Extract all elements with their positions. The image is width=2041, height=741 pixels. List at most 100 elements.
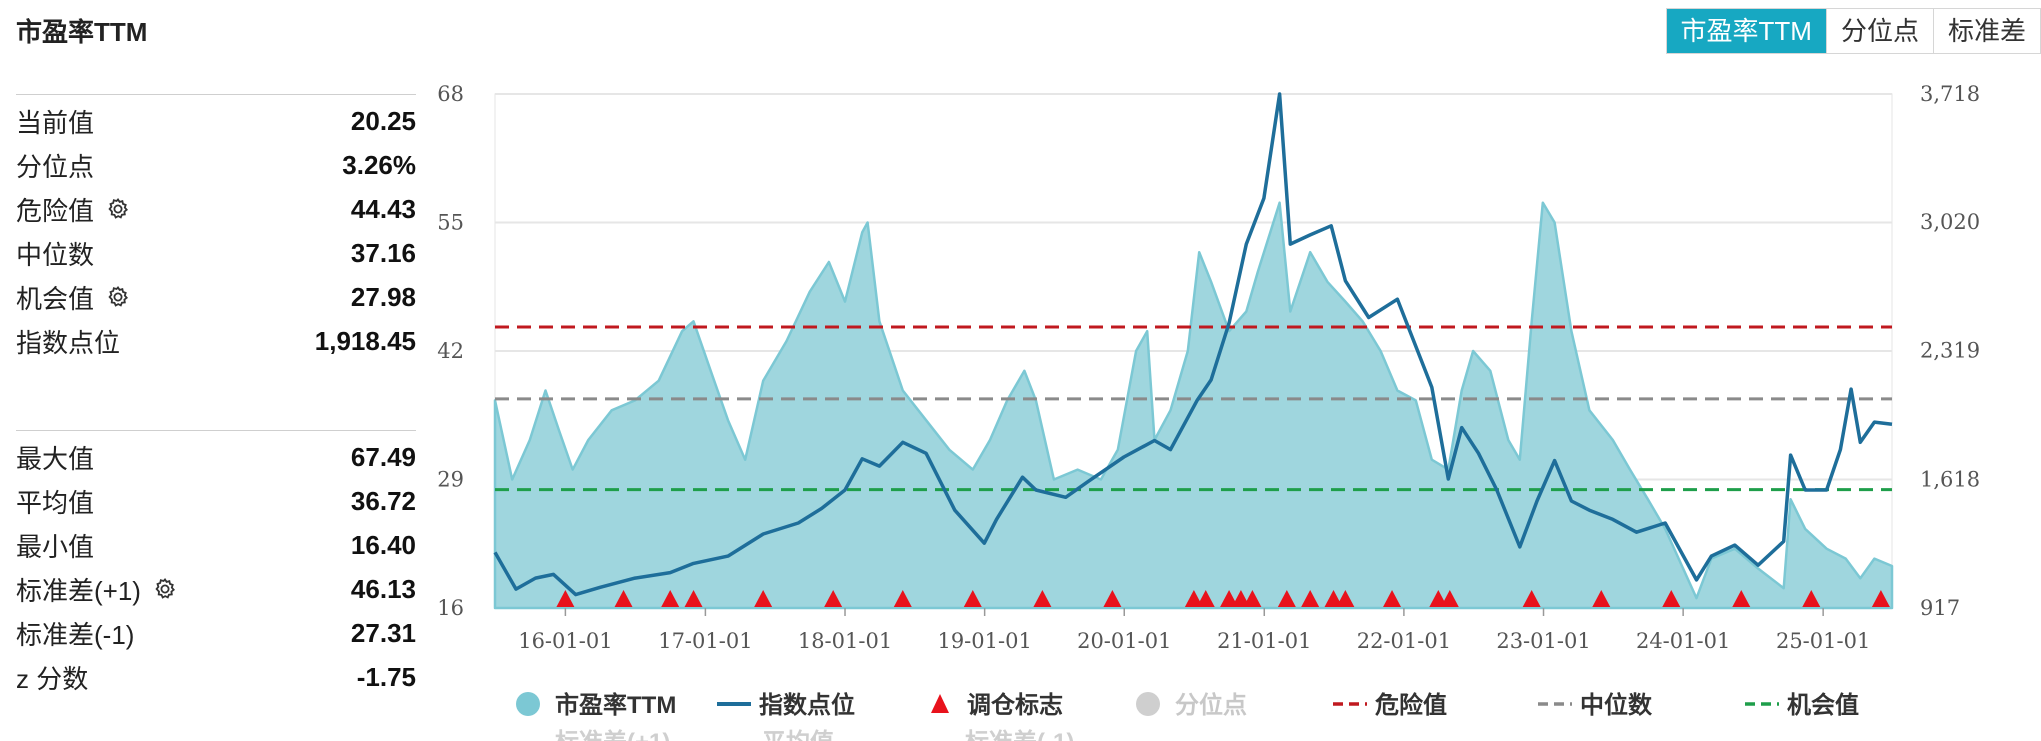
tab-percentile[interactable]: 分位点 xyxy=(1825,9,1933,53)
stat-value: 27.31 xyxy=(350,617,416,648)
stats-panel-summary: 最大值 67.49 平均值 36.72 最小值 16.40 标准差(+1) 46.13 标准差(… xyxy=(16,430,416,699)
stat-label-text: z 分数 xyxy=(16,663,89,694)
legend-label: 调仓标志 xyxy=(967,691,1063,719)
rebalance-marker xyxy=(1301,590,1320,607)
stat-row: 平均值 36.72 xyxy=(16,479,416,523)
y-right-tick-label: 3,718 xyxy=(1920,82,1980,106)
rebalance-marker xyxy=(684,590,703,607)
stat-label: 指数点位 xyxy=(16,323,120,360)
stat-row: 当前值 20.25 xyxy=(16,99,416,143)
stat-label-text: 危险值 xyxy=(16,195,95,226)
stat-row: 分位点 3.26% xyxy=(16,143,416,187)
legend-item[interactable]: 机会值 xyxy=(1745,691,1859,719)
legend-item[interactable]: 指数点位 xyxy=(717,691,855,719)
stat-row: z 分数 -1.75 xyxy=(16,655,416,699)
rebalance-marker xyxy=(1429,590,1448,607)
legend-label-hidden: 标准差(+1) xyxy=(555,728,670,741)
stat-label: 平均值 xyxy=(16,483,94,520)
legend-circle-icon xyxy=(516,692,540,716)
stat-row: 指数点位 1,918.45 xyxy=(16,319,416,363)
stat-label: 分位点 xyxy=(16,147,94,184)
rebalance-marker xyxy=(1440,590,1459,607)
stat-label-text: 指数点位 xyxy=(16,327,121,358)
stat-value: 27.98 xyxy=(350,281,416,312)
y-left-tick-label: 29 xyxy=(437,468,464,492)
stat-value: -1.75 xyxy=(356,661,416,692)
stat-label: 标准差(-1) xyxy=(16,615,134,652)
legend-label: 中位数 xyxy=(1580,691,1653,719)
stat-value: 36.72 xyxy=(350,485,416,516)
stat-value: 20.25 xyxy=(350,105,416,136)
rebalance-marker xyxy=(1662,590,1681,607)
x-tick-label: 16-01-01 xyxy=(518,629,612,653)
stat-value: 1,918.45 xyxy=(314,325,416,356)
rebalance-marker xyxy=(1383,590,1402,607)
stat-label-text: 最大值 xyxy=(16,443,95,474)
rebalance-marker xyxy=(754,590,773,607)
rebalance-marker xyxy=(1231,590,1250,607)
stat-value: 3.26% xyxy=(342,149,416,180)
rebalance-marker xyxy=(1324,590,1343,607)
stat-value: 46.13 xyxy=(350,573,416,604)
stat-row: 中位数 37.16 xyxy=(16,231,416,275)
gear-icon[interactable] xyxy=(106,285,130,309)
legend-item[interactable]: 市盈率TTM xyxy=(516,691,676,719)
legend-item[interactable]: 调仓标志 xyxy=(931,691,1063,719)
stat-label-text: 标准差(-1) xyxy=(16,619,135,650)
stat-label: 当前值 xyxy=(16,103,94,140)
legend-label: 分位点 xyxy=(1175,691,1247,719)
stat-label-text: 当前值 xyxy=(16,107,95,138)
rebalance-marker xyxy=(661,590,680,607)
stat-label-text: 平均值 xyxy=(16,487,95,518)
x-tick-label: 21-01-01 xyxy=(1217,629,1311,653)
index-line xyxy=(493,92,1893,597)
stat-row: 机会值 27.98 xyxy=(16,275,416,319)
stat-value: 44.43 xyxy=(350,193,416,224)
stat-label: 最小值 xyxy=(16,527,94,564)
rebalance-marker xyxy=(1802,590,1821,607)
x-tick-label: 17-01-01 xyxy=(658,629,752,653)
y-right-tick-label: 3,020 xyxy=(1920,210,1980,234)
legend-label: 市盈率TTM xyxy=(555,691,676,719)
stat-value: 16.40 xyxy=(350,529,416,560)
stat-row: 危险值 44.43 xyxy=(16,187,416,231)
legend-triangle-icon xyxy=(931,694,949,713)
rebalance-marker xyxy=(1277,590,1296,607)
tab-pe-ttm[interactable]: 市盈率TTM xyxy=(1666,9,1826,53)
rebalance-marker xyxy=(1732,590,1751,607)
divider xyxy=(16,94,416,95)
legend-item[interactable]: 中位数 xyxy=(1538,691,1653,719)
stat-label-text: 最小值 xyxy=(16,531,95,562)
stat-label: 机会值 xyxy=(16,279,130,316)
stat-value: 37.16 xyxy=(350,237,416,268)
stat-label-text: 标准差(+1) xyxy=(16,575,141,606)
tab-stddev[interactable]: 标准差 xyxy=(1932,9,2040,53)
rebalance-marker xyxy=(1103,590,1122,607)
rebalance-marker xyxy=(556,590,575,607)
stat-label: 危险值 xyxy=(16,191,130,228)
rebalance-marker xyxy=(1033,590,1052,607)
legend-label-hidden: 标准差(-1) xyxy=(965,728,1074,741)
stat-label: 最大值 xyxy=(16,439,94,476)
x-tick-label: 20-01-01 xyxy=(1077,629,1171,653)
stat-label: z 分数 xyxy=(16,659,88,696)
gear-icon[interactable] xyxy=(153,577,177,601)
stat-label-text: 中位数 xyxy=(16,239,95,270)
legend-item[interactable]: 危险值 xyxy=(1333,691,1447,719)
legend-label: 危险值 xyxy=(1375,691,1447,719)
gear-icon[interactable] xyxy=(106,197,130,221)
rebalance-marker xyxy=(1196,590,1215,607)
rebalance-marker xyxy=(1592,590,1611,607)
rebalance-marker xyxy=(1336,590,1355,607)
metric-tabs: 市盈率TTM 分位点 标准差 xyxy=(1665,8,2041,54)
rebalance-marker xyxy=(1522,590,1541,607)
stat-label-text: 分位点 xyxy=(16,151,95,182)
legend-item[interactable]: 分位点 xyxy=(1136,691,1247,719)
rebalance-marker xyxy=(1243,590,1262,607)
stats-panel-current: 当前值 20.25 分位点 3.26% 危险值 44.43 中位数 37.16 机会值 27.98… xyxy=(16,94,416,363)
y-left-tick-label: 68 xyxy=(437,82,464,106)
legend-label: 机会值 xyxy=(1787,691,1859,719)
x-tick-label: 22-01-01 xyxy=(1357,629,1451,653)
x-tick-label: 24-01-01 xyxy=(1636,629,1730,653)
